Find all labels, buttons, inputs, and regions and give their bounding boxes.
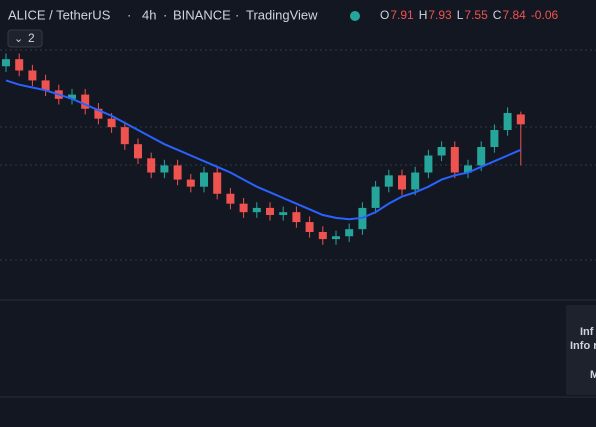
candle-body bbox=[318, 232, 327, 240]
ohlc-label: C bbox=[493, 8, 502, 22]
candle-body bbox=[15, 59, 24, 71]
candle-body bbox=[490, 130, 499, 147]
candle-body bbox=[398, 175, 406, 190]
candle-body bbox=[450, 147, 459, 173]
indicator-count: 2 bbox=[28, 31, 35, 45]
candle-body bbox=[186, 179, 195, 187]
candle-body bbox=[464, 165, 472, 173]
indicator-toggle[interactable] bbox=[7, 29, 43, 48]
ohlc-label: H bbox=[419, 8, 428, 22]
candle-body bbox=[134, 144, 142, 159]
separator-dot: · bbox=[127, 7, 131, 22]
ohlc-legend: O 7.91 H 7.93 L 7.55 C 7.84 -0.06 bbox=[380, 8, 558, 22]
chevron: ⌄ bbox=[14, 33, 23, 45]
candle-body bbox=[173, 165, 182, 180]
side-panel bbox=[566, 305, 596, 395]
candle-body bbox=[160, 165, 169, 173]
source: TradingView bbox=[246, 7, 318, 22]
candle-body bbox=[41, 80, 50, 91]
side-text: Inf bbox=[580, 326, 594, 338]
candle-body bbox=[120, 127, 129, 145]
ohlc-value: 7.93 bbox=[428, 8, 452, 22]
candle-body bbox=[437, 147, 446, 156]
side-text: M bbox=[590, 369, 596, 381]
candle-body bbox=[477, 147, 486, 166]
interval: 4h bbox=[142, 7, 156, 22]
ohlc-label: L bbox=[457, 8, 464, 22]
candle-body bbox=[371, 186, 380, 208]
status-dot bbox=[350, 11, 360, 21]
candle-body bbox=[424, 155, 433, 173]
candle-body bbox=[516, 114, 525, 125]
separator-dot: · bbox=[235, 7, 239, 22]
candle-body bbox=[147, 158, 156, 173]
candle-body bbox=[345, 229, 354, 237]
candle-body bbox=[266, 207, 274, 215]
candle-body bbox=[200, 172, 208, 187]
separator-dot: · bbox=[163, 7, 167, 22]
ohlc-value: 7.84 bbox=[502, 8, 526, 22]
candle-body bbox=[305, 222, 314, 232]
side-text: Info r bbox=[570, 340, 596, 352]
candle-body bbox=[2, 59, 10, 67]
candle-body bbox=[28, 70, 37, 81]
candle-body bbox=[239, 203, 248, 213]
candle-body bbox=[81, 94, 90, 109]
ohlc-label: O bbox=[380, 8, 389, 22]
change: -0.06 bbox=[531, 8, 559, 22]
candle-body bbox=[279, 212, 288, 215]
candle-body bbox=[94, 108, 103, 119]
candle-body bbox=[226, 193, 235, 204]
candle-body bbox=[213, 172, 222, 194]
candle-body bbox=[411, 172, 420, 190]
candle-body bbox=[332, 236, 340, 240]
exchange: BINANCE bbox=[173, 7, 231, 22]
candle-body bbox=[292, 212, 301, 223]
moving-average bbox=[5, 79, 522, 221]
candle-body bbox=[252, 207, 261, 213]
candle-body bbox=[503, 113, 512, 130]
ohlc-value: 7.55 bbox=[464, 8, 488, 22]
candle-body bbox=[107, 118, 116, 128]
symbol: ALICE / TetherUS bbox=[8, 7, 111, 22]
candle-body bbox=[384, 175, 393, 187]
candle-body bbox=[68, 94, 76, 99]
ohlc-value: 7.91 bbox=[390, 8, 414, 22]
